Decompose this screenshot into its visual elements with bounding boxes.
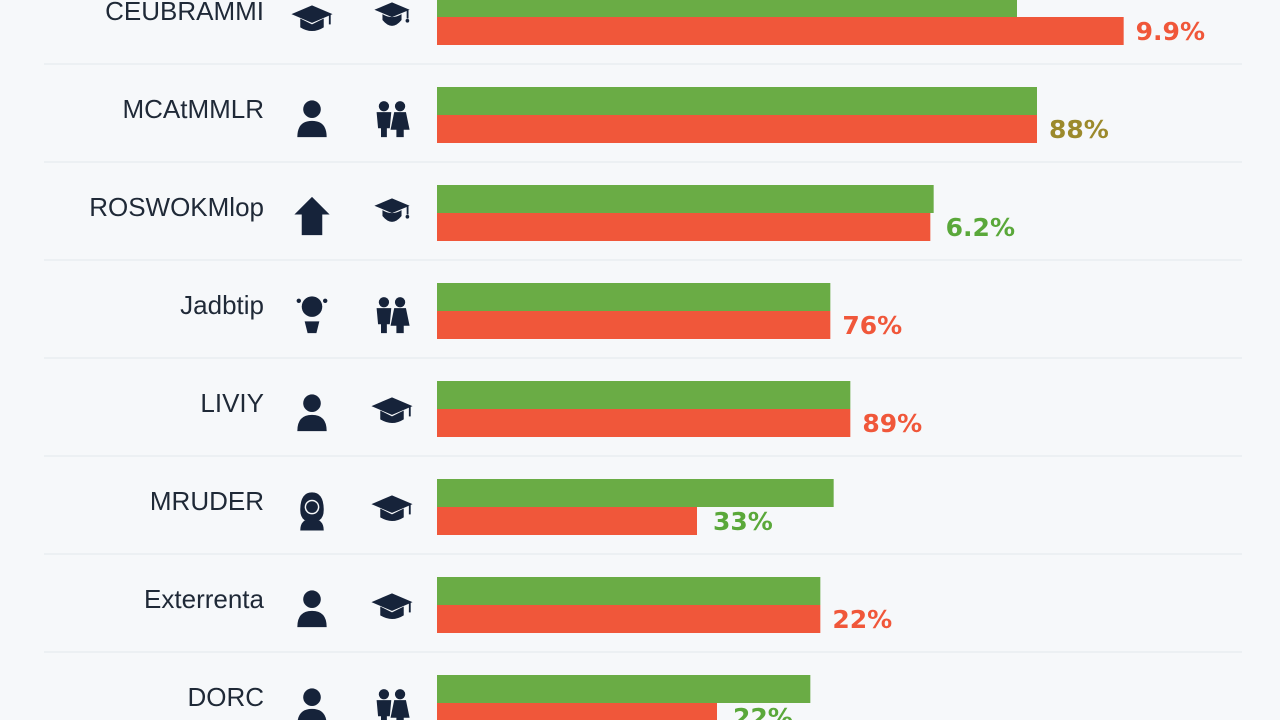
chart-row: MCAtMMLR 88%: [44, 87, 1242, 163]
value-label: 88%: [1049, 115, 1109, 144]
chart-row: ROSWOKMlop 6.2%: [44, 185, 1242, 261]
category-label: LIVIY: [200, 388, 264, 418]
bar-series-a: [437, 87, 1037, 115]
graduation-cap-icon: [371, 495, 413, 521]
bar-series-a: [437, 479, 834, 507]
category-label: CEUBRAMMI: [105, 0, 264, 26]
bar-series-a: [437, 675, 811, 703]
bar-series-a: [437, 577, 821, 605]
value-label: 9.9%: [1136, 17, 1205, 46]
value-label: 76%: [842, 311, 902, 340]
value-label: 22%: [832, 605, 892, 634]
graduate-icon: [374, 198, 410, 222]
person-icon: [297, 100, 327, 138]
chart-row: LIVIY 89%: [44, 381, 1242, 457]
chart-row: MRUDER 33%: [44, 479, 1242, 555]
graduate-icon: [374, 2, 410, 26]
bar-series-a: [437, 381, 851, 409]
bar-series-a: [437, 283, 831, 311]
chart-row: CEUBRAMMI 9.9%: [44, 0, 1242, 65]
child-icon: [296, 296, 328, 334]
bar-series-a: [437, 0, 1017, 17]
bar-series-b: [437, 115, 1037, 143]
bar-series-b: [437, 703, 717, 720]
graduation-cap-icon: [291, 5, 333, 31]
house-icon: [294, 196, 330, 236]
person-icon: [297, 394, 327, 432]
graduation-cap-icon: [371, 593, 413, 619]
category-label: Jadbtip: [180, 290, 264, 320]
bar-series-b: [437, 311, 831, 339]
bar-series-b: [437, 213, 931, 241]
bar-series-b: [437, 409, 851, 437]
couple-icon: [376, 297, 410, 334]
category-label: Exterrenta: [144, 584, 264, 614]
bar-series-a: [437, 185, 934, 213]
chart-row: Jadbtip 76%: [44, 283, 1242, 359]
couple-icon: [376, 689, 410, 720]
woman-icon: [300, 492, 324, 531]
person-icon: [297, 590, 327, 628]
category-label: ROSWOKMlop: [89, 192, 264, 222]
graduation-cap-icon: [371, 397, 413, 423]
category-label: DORC: [187, 682, 264, 712]
bar-series-b: [437, 605, 821, 633]
category-label: MCAtMMLR: [122, 94, 264, 124]
chart-row: DORC 22%: [187, 675, 811, 720]
couple-icon: [376, 101, 410, 138]
value-label: 33%: [713, 507, 773, 536]
value-label: 6.2%: [946, 213, 1015, 242]
bar-series-b: [437, 17, 1124, 45]
bar-series-b: [437, 507, 697, 535]
person-icon: [297, 688, 327, 720]
value-label: 89%: [862, 409, 922, 438]
value-label: 22%: [733, 703, 793, 720]
category-label: MRUDER: [150, 486, 264, 516]
chart-row: Exterrenta 22%: [44, 577, 1242, 653]
